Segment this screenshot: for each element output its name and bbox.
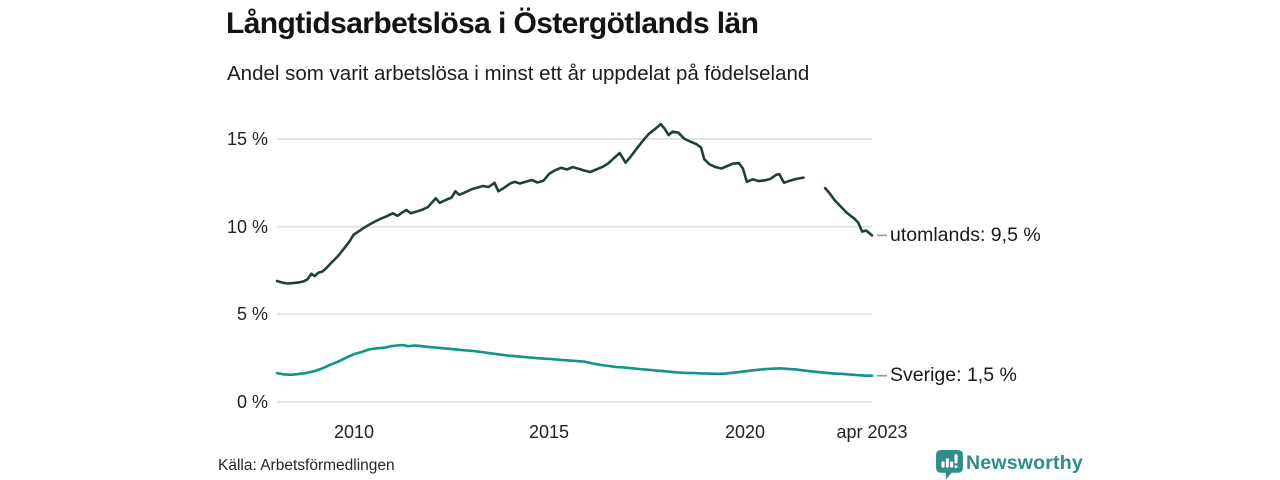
x-axis-tick-label: 2015 xyxy=(528,422,570,442)
brand-name: Newsworthy xyxy=(966,452,1083,474)
x-axis-tick-label: 2010 xyxy=(333,422,375,442)
y-axis-tick-label: 5 % xyxy=(236,304,268,324)
x-axis-tick-label: apr 2023 xyxy=(836,422,908,442)
y-axis-tick-label: 15 % xyxy=(226,129,268,149)
series-line-sverige-0 xyxy=(275,343,874,378)
series-line-utomlands-1 xyxy=(823,186,874,237)
newsworthy-logo-icon xyxy=(936,450,963,480)
y-axis-tick-label: 10 % xyxy=(226,217,268,237)
source-note: Källa: Arbetsförmedlingen xyxy=(218,457,395,474)
series-label-sverige: Sverige: 1,5 % xyxy=(890,364,1017,386)
chart-subtitle: Andel som varit arbetslösa i minst ett å… xyxy=(227,62,810,85)
series-label-utomlands: utomlands: 9,5 % xyxy=(890,224,1041,246)
y-axis-tick-label: 0 % xyxy=(236,392,268,412)
x-axis-tick-label: 2020 xyxy=(724,422,766,442)
chart-title: Långtidsarbetslösa i Östergötlands län xyxy=(226,7,759,40)
series-line-utomlands-0 xyxy=(275,122,805,285)
